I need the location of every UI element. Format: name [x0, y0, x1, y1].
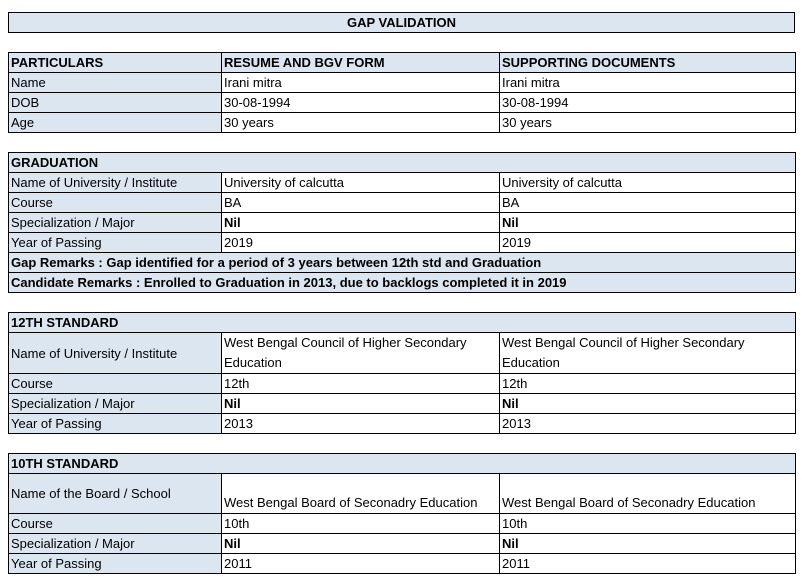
row-label: Age: [8, 112, 222, 133]
remarks-row: Candidate Remarks : Enrolled to Graduati…: [7, 272, 797, 293]
section-heading: 10TH STANDARD: [7, 453, 797, 474]
resume-value: 10th: [221, 513, 500, 534]
documents-value: Nil: [498, 393, 797, 414]
10th-standard-table: 10TH STANDARD Name of the Board / School W…: [7, 453, 797, 574]
resume-value: BA: [221, 192, 500, 213]
page-title: GAP VALIDATION: [8, 12, 795, 33]
resume-value: University of calcutta: [221, 172, 500, 193]
row-label: Year of Passing: [8, 413, 222, 434]
column-header-documents: SUPPORTING DOCUMENTS: [499, 52, 796, 73]
table-header-row: PARTICULARS RESUME AND BGV FORM SUPPORTI…: [8, 52, 796, 73]
table-row: Year of Passing 2013 2013: [8, 413, 797, 434]
documents-value: Nil: [498, 212, 797, 233]
column-header-resume: RESUME AND BGV FORM: [221, 52, 500, 73]
documents-value: 30 years: [499, 112, 796, 133]
documents-value: West Bengal Council of Higher Secondary …: [498, 332, 797, 374]
row-label: Course: [8, 192, 222, 213]
table-row: Name of the Board / School West Bengal Bo…: [8, 473, 797, 514]
particulars-table: PARTICULARS RESUME AND BGV FORM SUPPORTI…: [8, 52, 796, 133]
gap-remarks: Gap Remarks : Gap identified for a perio…: [7, 252, 797, 273]
row-label: Course: [8, 373, 222, 394]
row-label: Specialization / Major: [8, 533, 222, 554]
section-header-row: GRADUATION: [7, 152, 797, 173]
documents-value: 12th: [498, 373, 797, 394]
table-row: Year of Passing 2019 2019: [8, 232, 797, 253]
resume-value: 30 years: [221, 112, 500, 133]
row-label: DOB: [8, 92, 222, 113]
graduation-table: GRADUATION Name of University / Institute…: [7, 152, 797, 293]
documents-value: 30-08-1994: [499, 92, 796, 113]
documents-value: 2013: [498, 413, 797, 434]
resume-value: West Bengal Council of Higher Secondary …: [221, 332, 500, 374]
remarks-row: Gap Remarks : Gap identified for a perio…: [7, 252, 797, 273]
row-label: Specialization / Major: [8, 212, 222, 233]
section-heading: 12TH STANDARD: [7, 312, 797, 333]
row-label: Year of Passing: [8, 232, 222, 253]
documents-value: West Bengal Board of Seconadry Education: [498, 473, 797, 514]
section-header-row: 12TH STANDARD: [7, 312, 797, 333]
documents-value: BA: [498, 192, 797, 213]
table-row: Specialization / Major Nil Nil: [8, 212, 797, 233]
table-row: Name of University / Institute West Benga…: [8, 332, 797, 374]
resume-value: Nil: [221, 533, 500, 554]
row-label: Name of the Board / School: [8, 473, 222, 514]
column-header-particulars: PARTICULARS: [8, 52, 222, 73]
section-heading: GRADUATION: [7, 152, 797, 173]
resume-value: Nil: [221, 212, 500, 233]
table-row: Course BA BA: [8, 192, 797, 213]
resume-value: Irani mitra: [221, 72, 500, 93]
row-label: Name: [8, 72, 222, 93]
12th-standard-table: 12TH STANDARD Name of University / Instit…: [7, 312, 797, 434]
section-header-row: 10TH STANDARD: [7, 453, 797, 474]
table-row: Course 10th 10th: [8, 513, 797, 534]
resume-value: 12th: [221, 373, 500, 394]
row-label: Name of University / Institute: [8, 332, 222, 374]
table-row: Specialization / Major Nil Nil: [8, 393, 797, 414]
table-row: Specialization / Major Nil Nil: [8, 533, 797, 554]
documents-value: Nil: [498, 533, 797, 554]
table-row: DOB 30-08-1994 30-08-1994: [8, 92, 796, 113]
resume-value: 2011: [221, 553, 500, 574]
row-label: Course: [8, 513, 222, 534]
resume-value: 2019: [221, 232, 500, 253]
documents-value: 2011: [498, 553, 797, 574]
documents-value: 10th: [498, 513, 797, 534]
row-label: Specialization / Major: [8, 393, 222, 414]
documents-value: Irani mitra: [499, 72, 796, 93]
resume-value: Nil: [221, 393, 500, 414]
resume-value: 30-08-1994: [221, 92, 500, 113]
documents-value: 2019: [498, 232, 797, 253]
table-row: Course 12th 12th: [8, 373, 797, 394]
resume-value: 2013: [221, 413, 500, 434]
resume-value: West Bengal Board of Seconadry Education: [221, 473, 500, 514]
documents-value: University of calcutta: [498, 172, 797, 193]
row-label: Year of Passing: [8, 553, 222, 574]
table-row: Age 30 years 30 years: [8, 112, 796, 133]
table-row: Name Irani mitra Irani mitra: [8, 72, 796, 93]
row-label: Name of University / Institute: [8, 172, 222, 193]
table-row: Year of Passing 2011 2011: [8, 553, 797, 574]
candidate-remarks: Candidate Remarks : Enrolled to Graduati…: [7, 272, 797, 293]
table-row: Name of University / Institute University…: [8, 172, 797, 193]
